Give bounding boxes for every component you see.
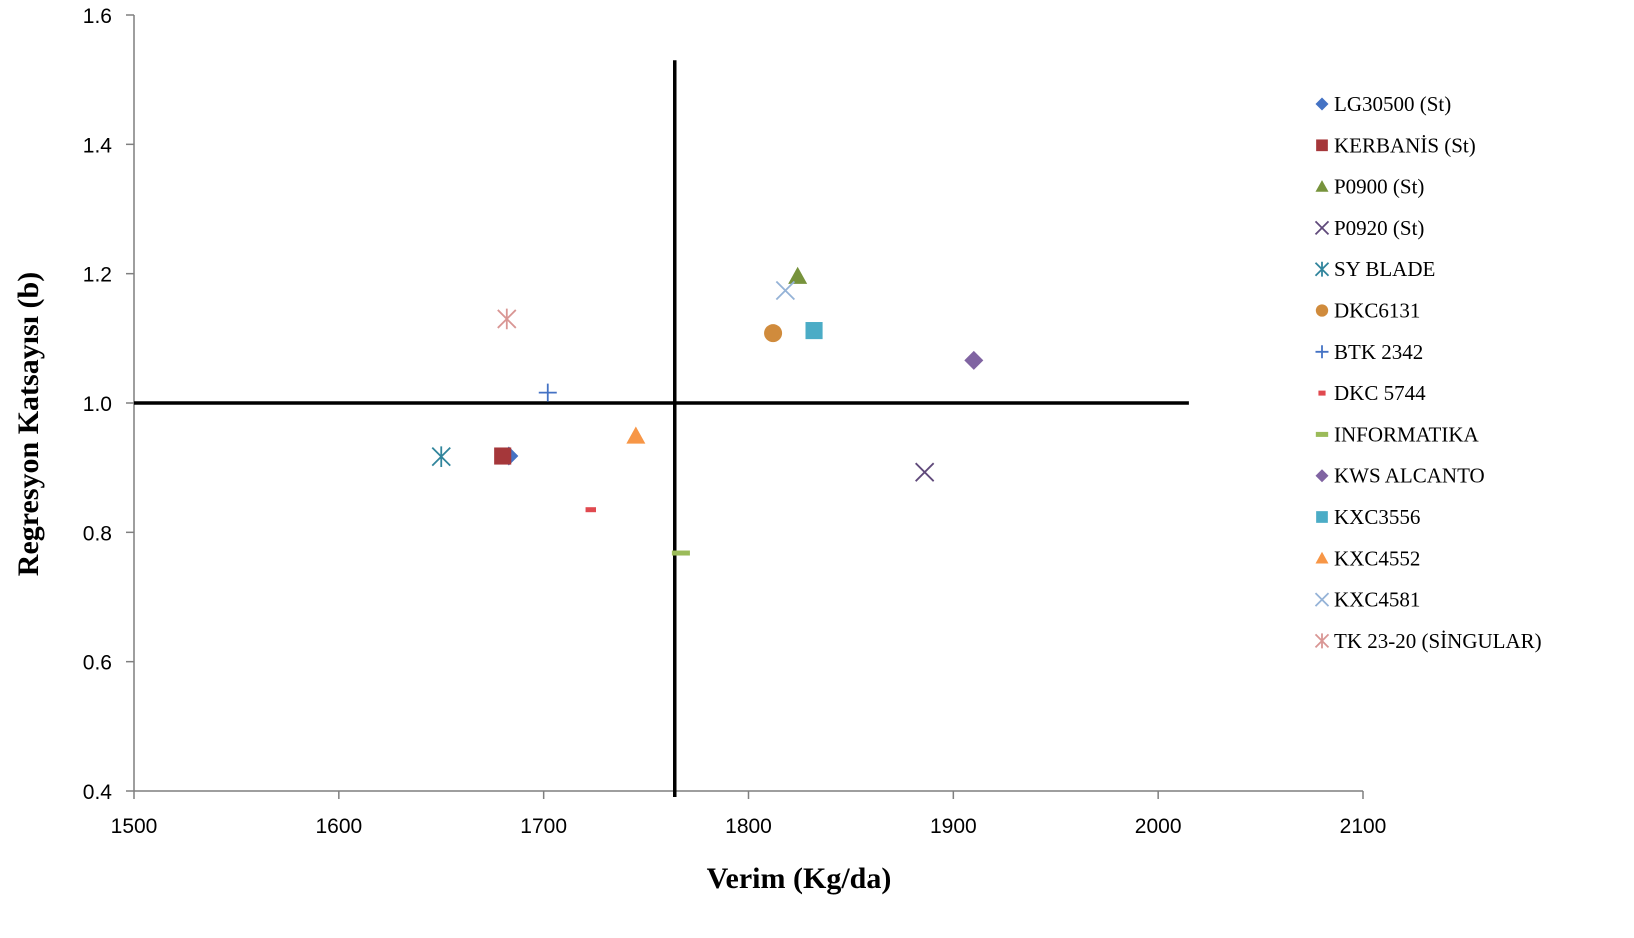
data-point (497, 308, 517, 330)
legend-marker (1315, 469, 1329, 483)
y-tick-label: 1.0 (83, 393, 112, 416)
legend-marker (1315, 97, 1329, 111)
legend-item: P0900 (St) (1315, 175, 1424, 199)
legend-item: KERBANİS (St) (1316, 133, 1476, 157)
legend-item: LG30500 (St) (1315, 92, 1451, 116)
legend-marker (1316, 139, 1328, 152)
legend-marker (1315, 304, 1329, 317)
y-axis-title: Regresyon Katsayısı (b) (12, 272, 45, 576)
x-tick-label: 1900 (930, 815, 977, 838)
y-tick-label: 1.2 (83, 264, 112, 287)
data-point (538, 383, 557, 402)
legend-marker (1315, 551, 1329, 564)
data-point (764, 324, 783, 343)
y-tick-label: 0.6 (83, 652, 112, 675)
legend-item: KWS ALCANTO (1315, 464, 1485, 488)
legend-item: KXC4581 (1314, 588, 1420, 612)
data-point (431, 446, 451, 468)
legend-label: INFORMATIKA (1334, 422, 1480, 446)
legend-label: KWS ALCANTO (1334, 464, 1485, 488)
legend-label: P0920 (St) (1334, 216, 1424, 240)
data-point (494, 447, 512, 465)
legend-label: DKC 5744 (1334, 381, 1426, 405)
y-tick-label: 1.6 (83, 5, 112, 28)
legend-marker (1315, 180, 1329, 192)
x-tick-label: 2000 (1135, 815, 1182, 838)
y-tick-label: 0.8 (83, 522, 112, 545)
data-point (671, 550, 690, 556)
x-tick-label: 1500 (111, 815, 158, 838)
legend-marker (1315, 345, 1329, 359)
legend-item: DKC6131 (1315, 299, 1420, 323)
legend-label: P0900 (St) (1334, 175, 1424, 199)
data-point (585, 507, 597, 513)
reference-lines (134, 60, 1189, 797)
legend-label: DKC6131 (1334, 299, 1420, 323)
data-point (915, 462, 935, 482)
legend-label: KXC4581 (1334, 588, 1420, 612)
legend-label: LG30500 (St) (1334, 92, 1451, 116)
data-point (964, 350, 984, 370)
x-tick-label: 2100 (1340, 815, 1387, 838)
x-tick-label: 1600 (315, 815, 362, 838)
legend-label: KXC4552 (1334, 546, 1420, 570)
y-tick-label: 1.4 (83, 134, 113, 157)
legend-item: INFORMATIKA (1315, 422, 1480, 446)
legend-marker (1314, 633, 1330, 649)
x-tick-label: 1800 (725, 815, 772, 838)
data-point (626, 426, 646, 444)
legend-marker (1316, 511, 1328, 523)
legend-item: P0920 (St) (1314, 216, 1424, 240)
legend-label: BTK 2342 (1334, 340, 1423, 364)
legend-marker (1318, 390, 1326, 396)
legend-item: KXC3556 (1316, 505, 1420, 529)
y-tick-label: 0.4 (83, 781, 113, 804)
axes: 1500 1600 1700 1800 1900 2000 2100 0.4 0.6 0.8 1.0… (83, 5, 1387, 838)
legend-label: KXC3556 (1334, 505, 1420, 529)
legend: LG30500 (St) KERBANİS (St) P0900 (St) P0920… (1314, 92, 1542, 653)
legend-marker (1315, 431, 1329, 437)
legend-item: SY BLADE (1314, 257, 1435, 281)
x-tick-label: 1700 (520, 815, 567, 838)
legend-label: TK 23-20 (SİNGULAR) (1334, 629, 1542, 653)
legend-item: DKC 5744 (1318, 381, 1426, 405)
legend-item: TK 23-20 (SİNGULAR) (1314, 629, 1542, 653)
x-axis-title: Verim (Kg/da) (707, 862, 892, 895)
legend-marker (1314, 261, 1330, 277)
data-points (431, 266, 984, 556)
legend-item: KXC4552 (1315, 546, 1420, 570)
data-point (775, 280, 796, 301)
data-point (788, 266, 808, 284)
legend-marker (1314, 592, 1330, 607)
legend-item: BTK 2342 (1315, 340, 1423, 364)
legend-label: KERBANİS (St) (1334, 133, 1476, 157)
legend-marker (1314, 220, 1330, 236)
data-point (805, 322, 823, 340)
legend-label: SY BLADE (1334, 257, 1435, 281)
